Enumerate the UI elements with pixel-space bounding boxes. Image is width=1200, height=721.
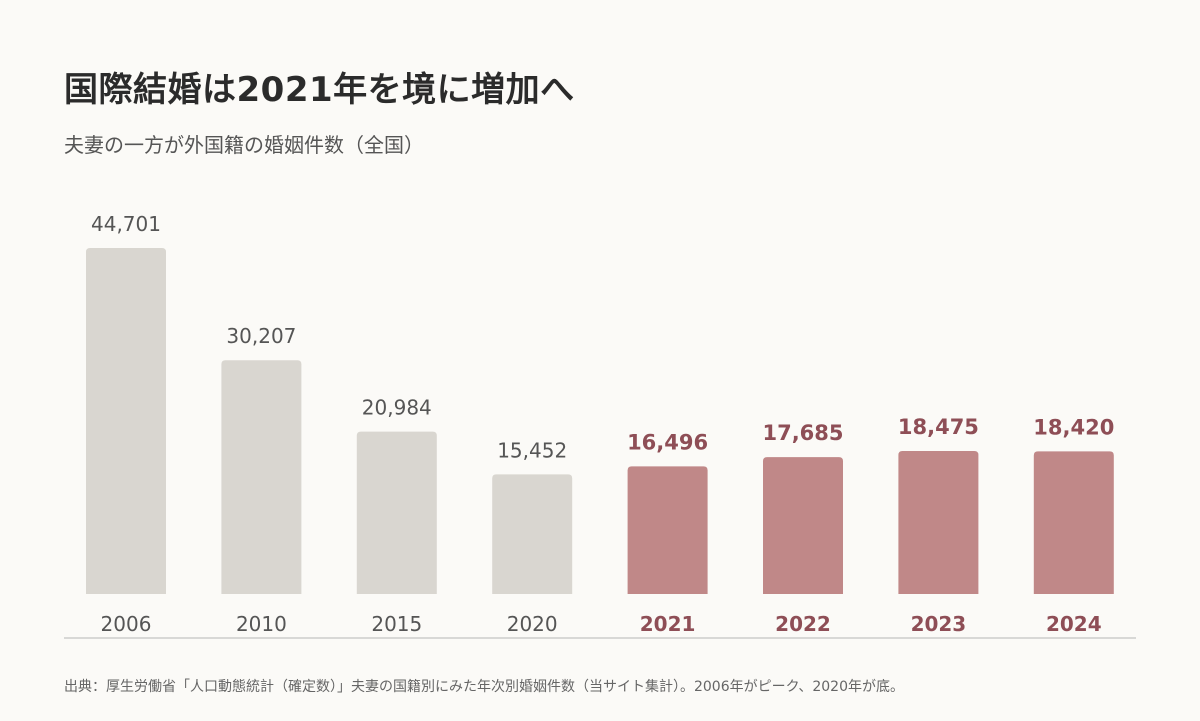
value-label-2021: 16,496 <box>627 430 708 454</box>
bar-2021 <box>627 466 708 594</box>
bar-2023 <box>898 450 979 594</box>
bar-2006 <box>86 248 166 594</box>
value-label-2023: 18,475 <box>898 415 979 439</box>
x-tick-label-2010: 2010 <box>236 612 287 636</box>
bar-2010 <box>221 360 302 594</box>
x-tick-label-2020: 2020 <box>507 612 558 636</box>
x-tick-label-2006: 2006 <box>101 612 152 636</box>
x-tick-label-2022: 2022 <box>775 612 831 636</box>
x-tick-label-2015: 2015 <box>371 612 422 636</box>
x-tick-label-2024: 2024 <box>1046 612 1102 636</box>
value-label-2022: 17,685 <box>762 421 843 445</box>
value-label-2024: 18,420 <box>1033 415 1114 439</box>
bar-2015 <box>356 431 437 594</box>
value-label-2010: 30,207 <box>226 324 296 348</box>
value-labels-group: 44,701 30,207 20,984 15,452 16,496 17,685 18,4… <box>91 212 1114 462</box>
bars-group <box>86 248 1114 594</box>
x-tick-label-2021: 2021 <box>640 612 696 636</box>
bar-2020 <box>492 474 573 594</box>
value-label-2006: 44,701 <box>91 212 161 236</box>
value-label-2020: 15,452 <box>497 438 567 462</box>
x-tick-labels-group: 2006 2010 2015 2020 2021 2022 2023 2024 <box>101 612 1102 636</box>
source-note: 出典：厚生労働省「人口動態統計（確定数）」夫妻の国籍別にみた年次別婚姻件数（当サ… <box>64 679 904 695</box>
x-tick-label-2023: 2023 <box>911 612 967 636</box>
chart-subtitle: 夫妻の一方が外国籍の婚姻件数（全国） <box>64 133 424 157</box>
bar-2022 <box>763 457 843 594</box>
bar-2024 <box>1033 451 1114 594</box>
value-label-2015: 20,984 <box>362 396 432 420</box>
chart-title: 国際結婚は2021年を境に増加へ <box>64 70 575 110</box>
